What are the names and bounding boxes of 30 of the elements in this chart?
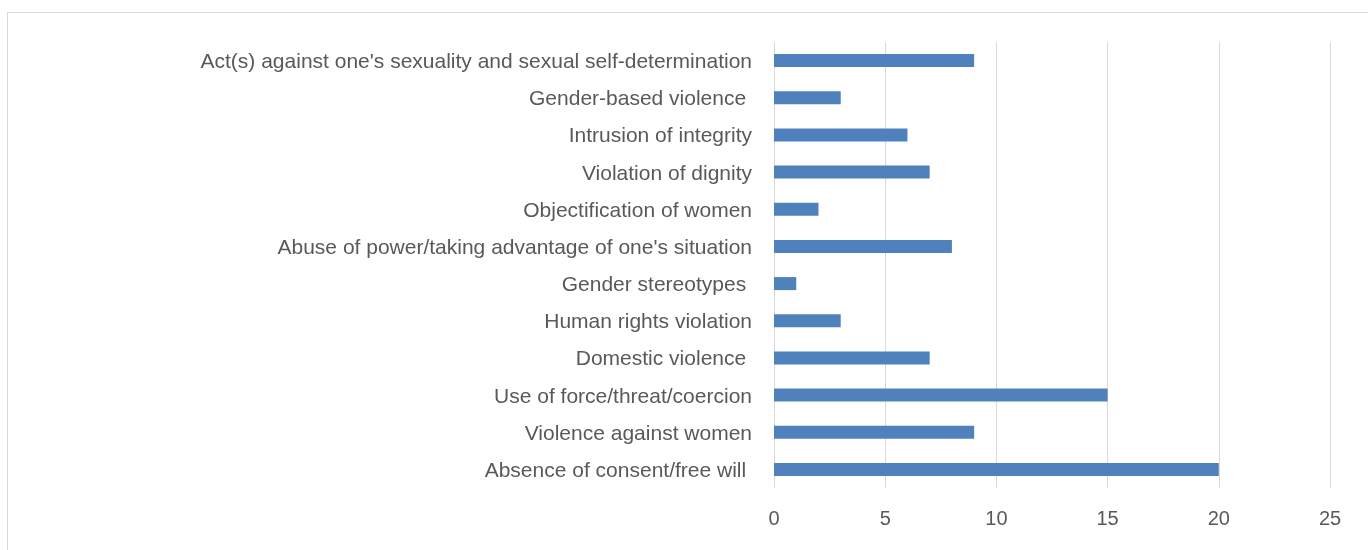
bar: [774, 425, 975, 439]
bar: [774, 91, 841, 105]
y-tick-label: Intrusion of integrity: [568, 123, 753, 147]
bar: [774, 239, 952, 253]
x-tick-label: 0: [768, 507, 780, 529]
y-tick-label: Domestic violence: [575, 346, 752, 370]
bar: [774, 202, 819, 216]
bar: [774, 351, 930, 365]
bar: [774, 314, 841, 328]
y-tick-label: Act(s) against one's sexuality and sexual self-determination: [200, 49, 752, 73]
x-tick-label: 5: [879, 507, 891, 529]
bar: [774, 462, 1219, 476]
bar: [774, 165, 930, 179]
bar: [774, 128, 908, 142]
y-tick-label: Absence of consent/free will: [484, 457, 752, 481]
x-tick-label: 15: [1096, 507, 1119, 529]
y-tick-label: Objectification of women: [523, 197, 752, 221]
bar: [774, 388, 1108, 402]
y-tick-label: Gender-based violence: [529, 86, 752, 110]
y-tick-label: Violence against women: [524, 420, 752, 444]
y-tick-label: Violation of dignity: [581, 160, 753, 184]
bar: [774, 277, 797, 291]
x-tick-label: 20: [1207, 507, 1230, 529]
y-tick-label: Human rights violation: [544, 309, 752, 333]
x-tick-label: 10: [985, 507, 1008, 529]
y-tick-label: Use of force/threat/coercion: [494, 383, 752, 407]
y-tick-label: Abuse of power/taking advantage of one's situation: [277, 234, 752, 258]
y-tick-label: Gender stereotypes: [561, 272, 752, 296]
x-tick-label: 25: [1318, 507, 1342, 529]
bar: [774, 54, 975, 68]
